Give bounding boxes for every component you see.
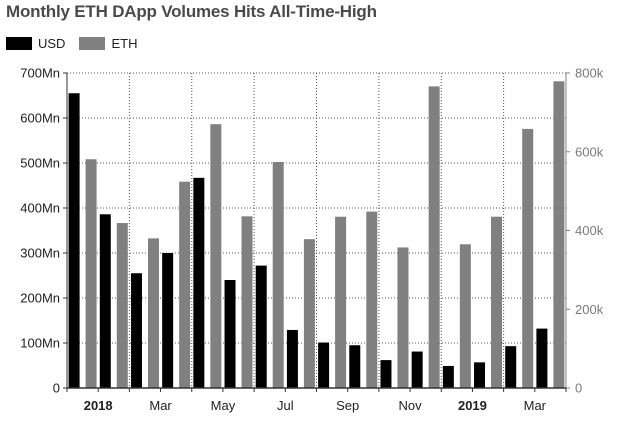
x-tick-label: Mar bbox=[524, 398, 547, 413]
bar-eth bbox=[116, 223, 128, 388]
left-axis-ticks: 0 100Mn 200Mn 300Mn 400Mn 500Mn 600Mn 700Mn bbox=[20, 66, 67, 396]
x-tick-label: 2019 bbox=[458, 398, 487, 413]
legend-swatch-eth bbox=[79, 37, 106, 50]
left-tick-label: 400Mn bbox=[20, 201, 60, 216]
bar-usd bbox=[286, 329, 298, 388]
bar-eth bbox=[179, 181, 191, 388]
left-tick-label: 600Mn bbox=[20, 111, 60, 126]
bar-usd bbox=[536, 328, 548, 388]
bar-eth bbox=[335, 216, 347, 388]
bar-eth bbox=[272, 161, 284, 388]
legend-item-eth: ETH bbox=[79, 36, 137, 51]
left-tick-label: 300Mn bbox=[20, 246, 60, 261]
right-tick-label: 0 bbox=[575, 381, 582, 396]
bar-usd bbox=[130, 273, 142, 388]
bar-usd bbox=[193, 177, 205, 388]
right-tick-label: 600k bbox=[575, 144, 604, 159]
right-axis-ticks: 0 200k 400k 600k 800k bbox=[566, 66, 604, 396]
bar-usd bbox=[99, 214, 111, 388]
x-tick-label: Mar bbox=[149, 398, 172, 413]
right-tick-label: 400k bbox=[575, 223, 604, 238]
legend-swatch-usd bbox=[6, 37, 32, 50]
x-tick-label: Nov bbox=[399, 398, 423, 413]
bar-usd bbox=[68, 93, 80, 388]
x-tick-label: Jul bbox=[277, 398, 294, 413]
bar-eth bbox=[147, 238, 159, 388]
bar-eth bbox=[459, 244, 471, 388]
bar-eth bbox=[491, 216, 503, 388]
bar-usd bbox=[255, 265, 267, 388]
bar-eth bbox=[522, 128, 534, 388]
x-tick-label: 2018 bbox=[84, 398, 113, 413]
bar-usd bbox=[318, 342, 330, 388]
left-tick-label: 200Mn bbox=[20, 291, 60, 306]
bar-eth bbox=[397, 247, 409, 388]
x-tick-label: May bbox=[211, 398, 236, 413]
left-tick-label: 0 bbox=[53, 381, 60, 396]
bar-usd bbox=[474, 362, 486, 388]
bar-usd bbox=[380, 360, 392, 388]
bar-usd bbox=[505, 346, 517, 388]
chart-title: Monthly ETH DApp Volumes Hits All-Time-H… bbox=[6, 2, 377, 21]
bar-eth bbox=[303, 239, 315, 388]
bar-eth bbox=[85, 159, 97, 388]
bar-eth bbox=[428, 86, 440, 388]
legend-item-usd: USD bbox=[6, 36, 65, 51]
bar-usd bbox=[442, 365, 454, 388]
left-tick-label: 700Mn bbox=[20, 66, 60, 81]
legend-label-usd: USD bbox=[38, 36, 66, 51]
left-tick-label: 100Mn bbox=[20, 336, 60, 351]
x-tick-label: Sep bbox=[336, 398, 359, 413]
bar-usd bbox=[411, 351, 423, 388]
x-axis-ticks: 2018 Mar May Jul Sep Nov 2019 Mar bbox=[66, 388, 567, 413]
bar-eth bbox=[553, 81, 565, 389]
left-tick-label: 500Mn bbox=[20, 156, 60, 171]
bar-usd bbox=[162, 253, 174, 388]
bar-eth bbox=[210, 124, 222, 388]
bar-eth bbox=[366, 211, 378, 388]
bar-usd bbox=[224, 280, 236, 388]
legend-label-eth: ETH bbox=[111, 36, 138, 51]
bars bbox=[68, 81, 565, 389]
chart-legend: USD ETH bbox=[6, 36, 151, 51]
right-tick-label: 800k bbox=[575, 66, 604, 81]
bar-usd bbox=[349, 345, 361, 388]
bar-eth bbox=[241, 216, 253, 388]
right-tick-label: 200k bbox=[575, 302, 604, 317]
gridlines bbox=[67, 73, 566, 388]
